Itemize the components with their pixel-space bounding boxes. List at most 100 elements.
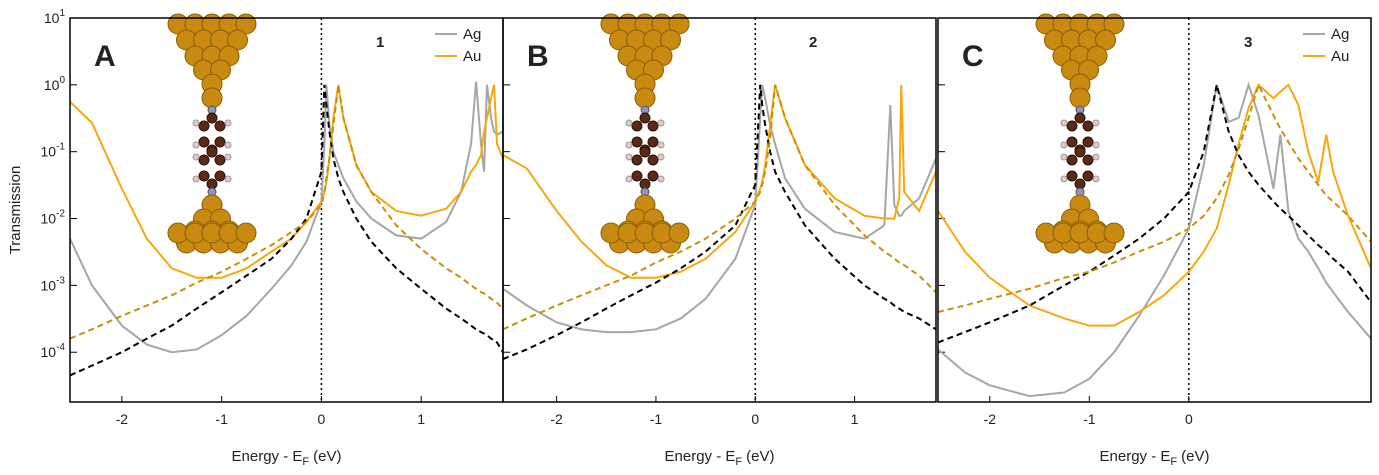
atom bbox=[631, 136, 643, 148]
atom bbox=[1082, 136, 1094, 148]
panel-frame bbox=[502, 17, 937, 403]
atom bbox=[631, 120, 643, 132]
series-line bbox=[70, 81, 503, 354]
panel-number: 2 bbox=[809, 34, 817, 51]
x-tick-label: 0 bbox=[318, 411, 326, 427]
x-tick-label: -2 bbox=[116, 411, 129, 427]
x-label-main: Energy - E bbox=[1100, 448, 1171, 465]
atom bbox=[639, 146, 651, 158]
atom bbox=[224, 119, 232, 127]
atom bbox=[1082, 154, 1094, 166]
x-tick-label: -1 bbox=[1083, 411, 1096, 427]
atom bbox=[639, 112, 651, 124]
atom bbox=[1092, 141, 1100, 149]
atom bbox=[1060, 153, 1068, 161]
atom bbox=[647, 170, 659, 182]
atom bbox=[1074, 112, 1086, 124]
atom bbox=[657, 119, 665, 127]
series-line bbox=[503, 84, 936, 279]
x-tick-label: -1 bbox=[215, 411, 228, 427]
x-axis-label: Energy - EF (eV) bbox=[665, 448, 775, 468]
x-tick-label: -2 bbox=[984, 411, 997, 427]
y-tick-base: 10 bbox=[41, 277, 57, 293]
y-tick-exponent: -4 bbox=[56, 342, 65, 353]
series-line bbox=[503, 84, 936, 331]
atom bbox=[657, 141, 665, 149]
atom bbox=[1066, 154, 1078, 166]
y-tick-label: 100 bbox=[44, 75, 66, 93]
y-tick-exponent: 1 bbox=[59, 8, 65, 19]
series-line bbox=[938, 84, 1371, 344]
x-axis-label: Energy - EF (eV) bbox=[1100, 448, 1210, 468]
atom bbox=[634, 87, 656, 109]
series-line bbox=[70, 84, 503, 340]
atom bbox=[1082, 170, 1094, 182]
atom bbox=[1103, 222, 1125, 244]
x-label-subscript: F bbox=[302, 456, 309, 468]
x-tick-label: 0 bbox=[751, 411, 759, 427]
atom bbox=[192, 141, 200, 149]
y-tick-exponent: -2 bbox=[56, 209, 65, 220]
atom bbox=[1060, 141, 1068, 149]
atom bbox=[224, 141, 232, 149]
y-tick-label: 10-4 bbox=[41, 342, 66, 360]
panel-label: B bbox=[527, 40, 549, 73]
y-tick-base: 10 bbox=[41, 344, 57, 360]
plot-area bbox=[938, 81, 1371, 398]
atom bbox=[1066, 170, 1078, 182]
y-tick-exponent: -3 bbox=[56, 275, 65, 286]
atom bbox=[235, 222, 257, 244]
atom bbox=[1082, 120, 1094, 132]
legend-label: Au bbox=[1331, 48, 1349, 65]
atom bbox=[647, 120, 659, 132]
x-axis-label: Energy - EF (eV) bbox=[232, 448, 342, 468]
atom bbox=[214, 154, 226, 166]
atom bbox=[214, 136, 226, 148]
y-tick-label: 10-1 bbox=[41, 142, 66, 160]
series-line bbox=[938, 82, 1371, 313]
x-label-subscript: F bbox=[735, 456, 742, 468]
atom bbox=[192, 175, 200, 183]
y-axis-label: Transmission bbox=[7, 166, 24, 255]
atom bbox=[224, 153, 232, 161]
series-line bbox=[503, 84, 936, 360]
y-tick-label: 101 bbox=[44, 8, 66, 26]
atom bbox=[198, 136, 210, 148]
atom bbox=[1060, 175, 1068, 183]
atom bbox=[625, 119, 633, 127]
y-tick-exponent: 0 bbox=[59, 75, 65, 86]
panel-number: 1 bbox=[376, 34, 384, 51]
y-tick-base: 10 bbox=[41, 144, 57, 160]
series-line bbox=[503, 84, 936, 334]
atom bbox=[1066, 120, 1078, 132]
legend-label: Ag bbox=[1331, 26, 1349, 43]
atom bbox=[201, 87, 223, 109]
molecule-illustration bbox=[167, 13, 257, 254]
atom bbox=[631, 154, 643, 166]
x-label-main: Energy - E bbox=[232, 448, 303, 465]
atom bbox=[625, 153, 633, 161]
y-tick-exponent: -1 bbox=[56, 142, 65, 153]
atom bbox=[647, 136, 659, 148]
x-tick-label: -1 bbox=[650, 411, 663, 427]
atom bbox=[631, 170, 643, 182]
x-label-unit: (eV) bbox=[746, 448, 774, 465]
x-tick-label: 1 bbox=[417, 411, 425, 427]
x-label-main: Energy - E bbox=[665, 448, 736, 465]
molecule-illustration bbox=[600, 13, 690, 254]
atom bbox=[198, 154, 210, 166]
atom bbox=[625, 141, 633, 149]
atom bbox=[625, 175, 633, 183]
atom bbox=[657, 175, 665, 183]
legend-label: Ag bbox=[463, 26, 481, 43]
panel-label: A bbox=[94, 40, 116, 73]
atom bbox=[668, 222, 690, 244]
y-tick-label: 10-3 bbox=[41, 275, 66, 293]
legend-label: Au bbox=[463, 48, 481, 65]
atom bbox=[214, 120, 226, 132]
y-tick-base: 10 bbox=[44, 77, 60, 93]
y-tick-base: 10 bbox=[44, 10, 60, 26]
atom bbox=[192, 153, 200, 161]
atom bbox=[1092, 119, 1100, 127]
x-label-unit: (eV) bbox=[313, 448, 341, 465]
